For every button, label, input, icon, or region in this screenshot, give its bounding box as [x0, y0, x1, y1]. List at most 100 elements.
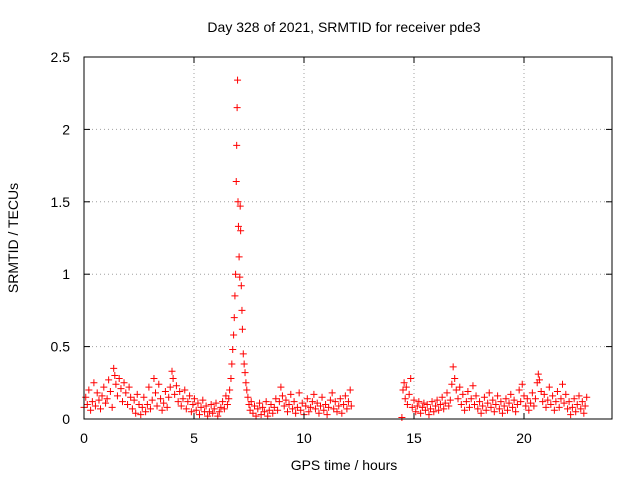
data-point	[246, 406, 254, 414]
data-point	[229, 345, 237, 353]
data-point	[530, 402, 538, 410]
data-point	[485, 389, 493, 397]
data-point	[186, 392, 194, 400]
data-point	[212, 399, 220, 407]
data-point	[323, 411, 331, 419]
data-point	[472, 392, 480, 400]
data-point	[449, 363, 457, 371]
data-point	[242, 379, 250, 387]
data-point	[415, 398, 423, 406]
data-point	[115, 374, 123, 382]
data-point	[140, 393, 148, 401]
data-point	[83, 401, 91, 409]
data-points	[80, 76, 591, 422]
data-point	[113, 392, 121, 400]
data-point	[214, 412, 222, 420]
data-point	[474, 405, 482, 413]
data-point	[278, 392, 286, 400]
data-point	[290, 398, 298, 406]
data-point	[235, 253, 243, 261]
data-point	[417, 409, 425, 417]
data-point	[110, 364, 118, 372]
data-point	[120, 379, 128, 387]
data-point	[480, 393, 488, 401]
x-axis-label: GPS time / hours	[291, 457, 398, 473]
data-point	[318, 393, 326, 401]
data-point	[243, 386, 251, 394]
data-point	[578, 398, 586, 406]
data-point	[465, 403, 473, 411]
data-point	[269, 409, 277, 417]
data-point	[133, 390, 141, 398]
data-point	[251, 402, 258, 410]
data-point	[128, 405, 136, 413]
data-point	[305, 408, 313, 416]
data-point	[421, 406, 429, 414]
grid-lines	[84, 57, 612, 419]
data-point	[153, 402, 161, 410]
data-point	[402, 383, 410, 391]
data-point	[241, 369, 249, 377]
data-point	[545, 383, 553, 391]
data-point	[210, 405, 218, 413]
data-point	[565, 398, 573, 406]
data-point	[137, 411, 145, 419]
data-point	[560, 399, 568, 407]
data-point	[209, 409, 217, 417]
y-tick-label: 1.5	[51, 194, 71, 210]
data-point	[320, 406, 328, 414]
data-point	[194, 399, 202, 407]
data-point	[225, 395, 233, 403]
y-tick-label: 1	[62, 266, 70, 282]
data-point	[428, 398, 436, 406]
data-point	[427, 405, 434, 413]
data-point	[544, 396, 552, 404]
data-point	[322, 401, 330, 409]
data-point	[158, 406, 166, 414]
data-point	[564, 405, 572, 413]
data-point	[171, 390, 179, 398]
data-point	[87, 406, 95, 414]
data-point	[490, 408, 498, 416]
data-point	[343, 405, 351, 413]
data-point	[280, 402, 288, 410]
data-point	[553, 387, 561, 395]
x-tick-label: 10	[296, 430, 312, 446]
data-point	[443, 389, 451, 397]
data-point	[260, 408, 268, 416]
data-point	[236, 273, 244, 281]
data-point	[233, 104, 241, 112]
data-point	[145, 383, 153, 391]
data-point	[287, 390, 295, 398]
data-point	[284, 408, 291, 416]
data-point	[400, 379, 408, 387]
data-point	[509, 403, 517, 411]
data-point	[570, 395, 578, 403]
data-point	[425, 411, 433, 419]
x-tick-label: 5	[190, 430, 198, 446]
data-point	[346, 386, 354, 394]
data-point	[236, 202, 244, 210]
data-point	[275, 398, 283, 406]
data-point	[441, 399, 449, 407]
data-point	[237, 227, 245, 235]
data-point	[267, 401, 275, 409]
data-point	[98, 392, 106, 400]
data-point	[500, 402, 508, 410]
data-point	[234, 76, 242, 84]
data-point	[143, 401, 151, 409]
data-point	[295, 389, 303, 397]
data-point	[265, 406, 273, 414]
data-point	[249, 409, 257, 417]
data-point	[513, 401, 521, 409]
data-point	[176, 387, 184, 395]
data-point	[535, 376, 543, 384]
data-point	[285, 401, 293, 409]
data-point	[456, 383, 464, 391]
data-point	[399, 386, 407, 394]
data-point	[547, 401, 555, 409]
data-point	[412, 408, 420, 416]
data-point	[181, 386, 189, 394]
data-point	[289, 405, 297, 413]
